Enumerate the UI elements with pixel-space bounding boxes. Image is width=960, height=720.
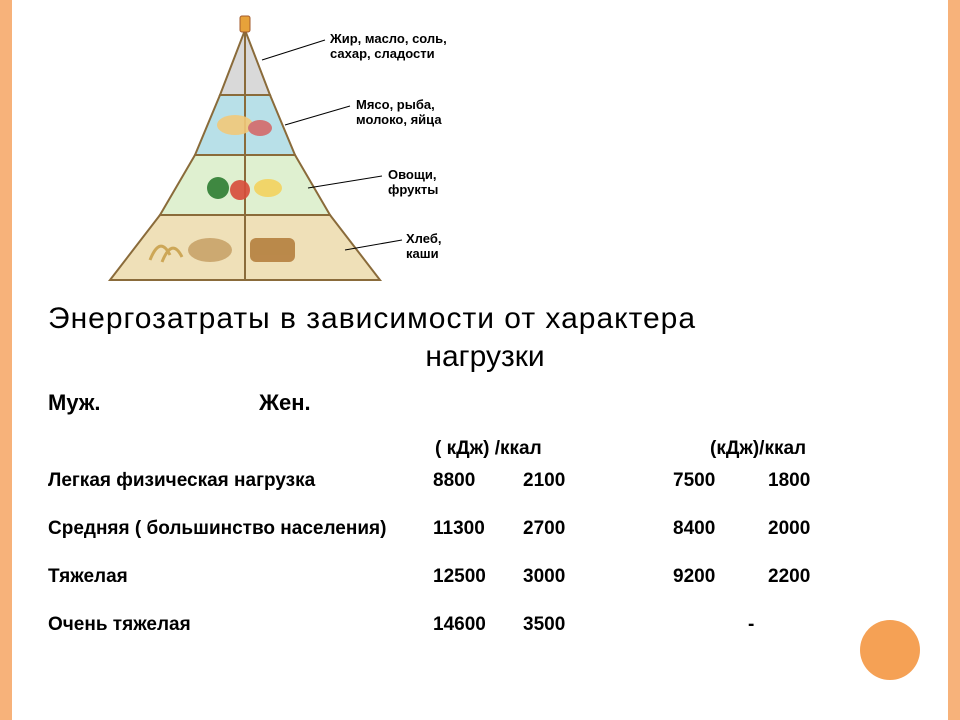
cell-f-kcal: 2000 [768, 518, 810, 540]
side-bar-right [948, 0, 960, 720]
pyramid-label-3: Овощи, фрукты [388, 168, 438, 198]
cell-m-kj: 14600 [433, 614, 486, 636]
header-male: Муж. [48, 390, 253, 416]
row-label: Тяжелая [48, 566, 128, 588]
table-row: Средняя ( большинство населения) 11300 2… [48, 518, 920, 566]
table-row: Легкая физическая нагрузка 8800 2100 750… [48, 470, 920, 518]
title-line-2: нагрузки [40, 338, 930, 376]
units-male: ( кДж) /ккал [435, 438, 542, 460]
cell-m-kj: 8800 [433, 470, 475, 492]
pyramid-label-4: Хлеб, каши [406, 232, 441, 262]
row-label: Легкая физическая нагрузка [48, 470, 315, 492]
side-bar-left [0, 0, 12, 720]
cell-m-kcal: 2100 [523, 470, 565, 492]
cell-f-kj: 9200 [673, 566, 715, 588]
cell-m-kj: 12500 [433, 566, 486, 588]
cell-m-kcal: 3000 [523, 566, 565, 588]
cell-m-kcal: 2700 [523, 518, 565, 540]
cell-f-kj: 8400 [673, 518, 715, 540]
food-pyramid: Жир, масло, соль, сахар, сладости Мясо, … [90, 10, 400, 300]
slide-title: Энергозатраты в зависимости от характера… [40, 300, 930, 375]
cell-f-kj: 7500 [673, 470, 715, 492]
pyramid-label-1: Жир, масло, соль, сахар, сладости [330, 32, 447, 62]
cell-f-kj: - [748, 614, 754, 636]
pyramid-label-2: Мясо, рыба, молоко, яйца [356, 98, 442, 128]
cell-m-kcal: 3500 [523, 614, 565, 636]
cell-f-kcal: 1800 [768, 470, 810, 492]
cell-m-kj: 11300 [433, 518, 485, 540]
gender-headers: Муж. Жен. [48, 390, 311, 416]
table-row: Тяжелая 12500 3000 9200 2200 [48, 566, 920, 614]
cell-f-kcal: 2200 [768, 566, 810, 588]
energy-table: Легкая физическая нагрузка 8800 2100 750… [48, 470, 920, 662]
row-label: Очень тяжелая [48, 614, 191, 636]
table-row: Очень тяжелая 14600 3500 - [48, 614, 920, 662]
row-label: Средняя ( большинство населения) [48, 518, 386, 540]
title-line-1: Энергозатраты в зависимости от характера [40, 300, 930, 338]
header-female: Жен. [259, 390, 311, 416]
units-female: (кДж)/ккал [710, 438, 806, 460]
